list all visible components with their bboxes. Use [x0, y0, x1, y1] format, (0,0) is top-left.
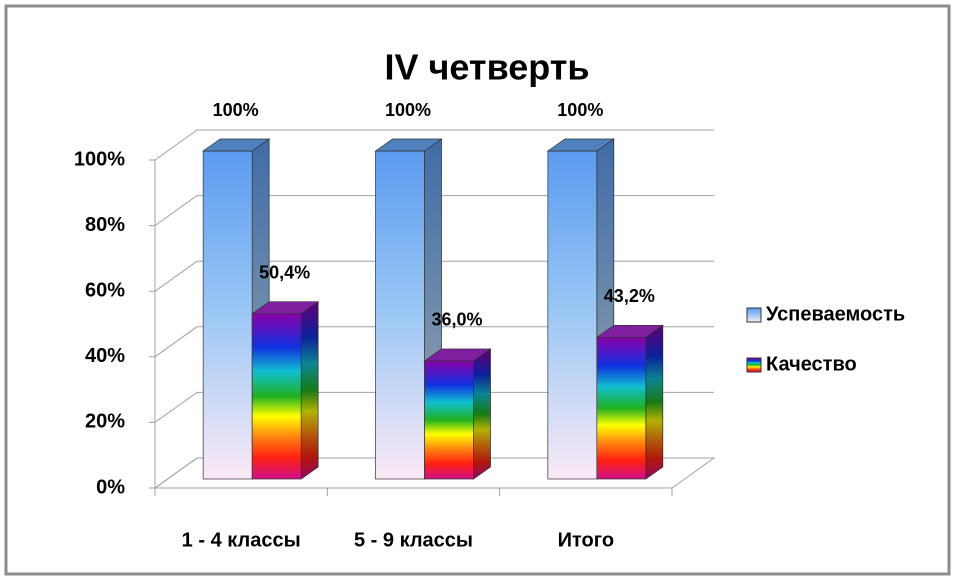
bar-side-shade: [301, 301, 319, 479]
bar: [424, 360, 474, 480]
data-label: 36,0%: [431, 310, 482, 330]
y-tick-label: 20%: [85, 411, 125, 433]
bar: [375, 150, 425, 480]
chart-frame: [4, 4, 951, 576]
x-tick-label: Итого: [558, 529, 614, 551]
y-tick-label: 0%: [96, 476, 125, 498]
bar-top: [423, 348, 492, 362]
data-label: 100%: [557, 100, 603, 120]
bar-side-shade: [473, 348, 491, 479]
bar: [202, 150, 253, 480]
y-tick-label: 100%: [74, 148, 125, 170]
y-tick-label: 80%: [85, 214, 125, 236]
y-tick-label: 40%: [85, 345, 125, 367]
grid-line: [154, 195, 714, 227]
data-label: 50,4%: [259, 262, 310, 282]
legend-swatch: [746, 307, 762, 323]
bar-top: [202, 138, 271, 152]
grid-line: [154, 326, 714, 358]
data-label: 43,2%: [604, 286, 655, 306]
bar: [547, 150, 598, 480]
grid-line: [154, 260, 714, 292]
grid-line: [154, 129, 714, 161]
bar-side-shade: [645, 325, 663, 479]
y-tick-label: 60%: [85, 279, 125, 301]
data-label: 100%: [385, 100, 431, 120]
grid-line: [154, 391, 714, 423]
bar-top: [595, 324, 664, 338]
bar: [596, 336, 647, 480]
data-label: 100%: [213, 100, 259, 120]
legend-swatch: [746, 357, 762, 373]
grid-line: [154, 457, 714, 489]
bar-top: [546, 138, 615, 152]
x-tick-label: 5 - 9 классы: [354, 529, 473, 551]
bar: [251, 313, 302, 480]
legend-label: Успеваемость: [766, 303, 905, 325]
bar-top: [374, 138, 443, 152]
bar-top: [251, 301, 320, 315]
x-tick-label: 1 - 4 классы: [182, 529, 301, 551]
chart-title: IV четверть: [384, 47, 589, 88]
legend-label: Качество: [766, 353, 857, 375]
